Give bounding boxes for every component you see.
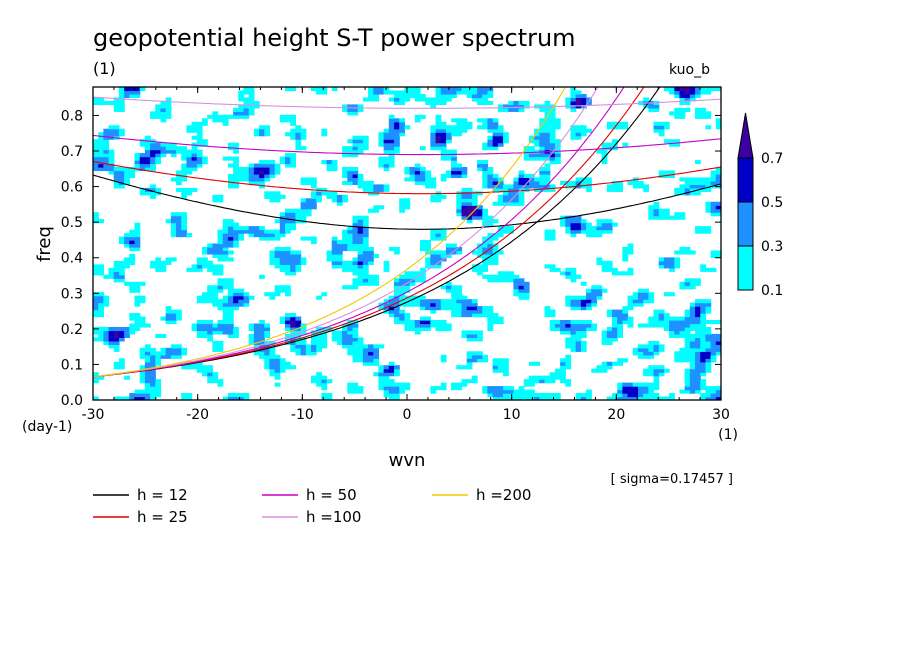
curve-upper-h100 <box>93 96 721 109</box>
legend: h = 12 h = 25 h = 50 h =100 h =200 <box>93 486 531 526</box>
colorbar-label: 0.3 <box>761 239 783 255</box>
curve-upper-h12 <box>93 174 721 230</box>
x-tick-label: -30 <box>82 407 105 423</box>
curve-upper-h25 <box>93 160 721 195</box>
y-tick-label: 0.4 <box>61 251 83 267</box>
legend-label: h = 25 <box>137 508 188 526</box>
plot-frame <box>92 86 722 401</box>
legend-label: h =100 <box>306 508 361 526</box>
y-tick-label: 0.2 <box>61 322 83 338</box>
legend-label: h = 12 <box>137 486 188 504</box>
colorbar-segment <box>737 157 754 203</box>
y-tick-label: 0.7 <box>61 144 83 160</box>
curve-upper-h50 <box>93 134 721 156</box>
curve-kelvin-h200 <box>93 87 567 378</box>
x-tick-label: 0 <box>403 407 412 423</box>
colorbar-label: 0.1 <box>761 283 783 299</box>
x-tick-label: 10 <box>503 407 521 423</box>
colorbar-arrow <box>737 112 754 159</box>
y-tick-label: 0.0 <box>61 393 83 409</box>
colorbar-label: 0.5 <box>761 195 783 211</box>
y-unit-label: (day-1) <box>22 419 72 435</box>
y-tick-label: 0.8 <box>61 108 83 124</box>
colorbar-label: 0.7 <box>761 151 783 167</box>
curve-kelvin-h25 <box>93 87 645 378</box>
colorbar: 0.7 0.5 0.3 0.1 <box>737 112 783 299</box>
chart-title: geopotential height S-T power spectrum <box>93 24 576 52</box>
chart-subtitle-right: kuo_b <box>669 62 710 78</box>
y-axis-label: freq <box>34 226 55 262</box>
dispersion-curves <box>93 87 721 378</box>
y-tick-label: 0.6 <box>61 180 83 196</box>
axis-ticks: -30 -20 -10 0 10 20 30 0.0 0.1 0.2 0.3 0.4 0.5 0.6 0.7… <box>61 87 730 423</box>
y-tick-label: 0.5 <box>61 215 83 231</box>
contour-cells <box>93 87 721 400</box>
legend-label: h = 50 <box>306 486 357 504</box>
curve-kelvin-h50 <box>93 87 625 378</box>
x-tick-label: 30 <box>712 407 730 423</box>
chart-subtitle-left: (1) <box>93 59 116 78</box>
sigma-label: [ sigma=0.17457 ] <box>611 472 733 487</box>
legend-label: h =200 <box>476 486 531 504</box>
contour-fill-layer <box>93 87 721 400</box>
x-unit-label: (1) <box>718 427 738 443</box>
colorbar-segment <box>737 201 754 247</box>
curve-kelvin-h100 <box>93 87 599 378</box>
x-tick-label: -20 <box>186 407 209 423</box>
y-tick-label: 0.1 <box>61 357 83 373</box>
x-axis-label: wvn <box>389 450 426 471</box>
x-tick-label: 20 <box>607 407 625 423</box>
colorbar-segment <box>737 245 754 291</box>
x-tick-label: -10 <box>291 407 314 423</box>
y-tick-label: 0.3 <box>61 286 83 302</box>
